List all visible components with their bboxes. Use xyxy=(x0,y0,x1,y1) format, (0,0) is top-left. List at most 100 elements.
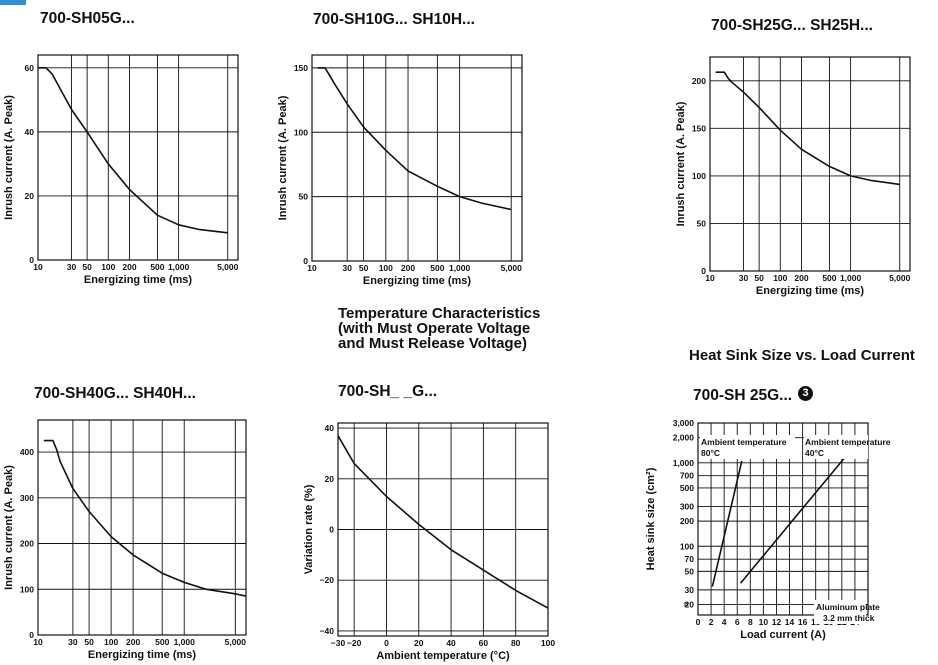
annotation-bg xyxy=(804,435,868,459)
x-tick-label: 1,000 xyxy=(840,273,862,283)
x-tick-label: 40 xyxy=(446,638,456,648)
y-tick-label: 70 xyxy=(685,554,695,564)
y-tick-label: 400 xyxy=(20,447,34,457)
x-axis-label: Energizing time (ms) xyxy=(363,275,472,287)
y-tick-label: 0 xyxy=(701,266,706,276)
plot-frame xyxy=(311,54,523,262)
chart6-title-text: 700-SH 25G... xyxy=(693,387,793,404)
y-tick-label: 500 xyxy=(680,483,694,493)
x-tick-label: 100 xyxy=(541,638,555,648)
chart3-title: 700-SH25G... SH25H... xyxy=(711,17,873,34)
x-tick-label: 10 xyxy=(705,273,715,283)
series-line xyxy=(317,67,512,211)
x-tick-label: 50 xyxy=(84,637,94,647)
x-axis-label: Energizing time (ms) xyxy=(84,274,193,286)
plot-frame xyxy=(37,54,239,261)
y-tick-label: 3,000 xyxy=(673,418,695,428)
y-axis-label: Variation rate (%) xyxy=(303,484,315,574)
chart1-title: 700-SH05G... xyxy=(40,10,135,27)
y-tick-label: 20 xyxy=(685,600,695,610)
x-tick-label: −20 xyxy=(347,638,362,648)
accent-bar xyxy=(0,0,26,5)
inrush-chart-sh10: 10 30 50 100 200 500 1,000 5,000 0 50 100 150 Energi… xyxy=(277,54,523,287)
y-axis-label: Inrush current (A. Peak) xyxy=(3,95,15,220)
y-tick-label: 700 xyxy=(680,471,694,481)
y-tick-label: 0 xyxy=(29,255,34,265)
x-tick-label: 30 xyxy=(739,273,749,283)
y-tick-label: 200 xyxy=(20,539,34,549)
x-axis-label: Energizing time (ms) xyxy=(756,285,865,297)
y-tick-label: 150 xyxy=(294,63,308,73)
series-line xyxy=(715,71,900,186)
annotation-80c-value: 80°C xyxy=(701,448,720,458)
x-tick-label: 500 xyxy=(430,263,444,273)
plot-frame xyxy=(709,56,911,272)
x-tick-label: 50 xyxy=(82,262,92,272)
x-tick-label: 200 xyxy=(126,637,140,647)
x-tick-label: 100 xyxy=(379,263,393,273)
x-tick-label: 1,000 xyxy=(449,263,471,273)
annotation-bg xyxy=(814,600,866,624)
inrush-chart-sh40: 10 30 50 100 200 500 1,000 5,000 0 100 200 300 400 En… xyxy=(3,419,247,661)
x-tick-label: 20 xyxy=(414,638,424,648)
plot-frame xyxy=(697,422,869,616)
x-tick-label: 30 xyxy=(342,263,352,273)
y-tick-label: 0 xyxy=(303,256,308,266)
annotation-plate: Aluminum plate xyxy=(816,602,880,612)
x-tick-label: 5,000 xyxy=(225,637,247,647)
y-tick-label: 30 xyxy=(685,585,695,595)
x-tick-label: 500 xyxy=(155,637,169,647)
x-tick-label: 16 xyxy=(798,617,808,627)
x-tick-label: 5,000 xyxy=(501,263,523,273)
x-axis-label: Energizing time (ms) xyxy=(88,649,197,661)
y-tick-label: 20 xyxy=(25,191,35,201)
x-tick-label: 100 xyxy=(104,637,118,647)
y-axis-label: Inrush current (A. Peak) xyxy=(277,95,289,220)
y-tick-label: −40 xyxy=(320,626,335,636)
x-tick-label: 14 xyxy=(785,617,795,627)
y-tick-label: 100 xyxy=(692,171,706,181)
x-tick-label: 4 xyxy=(722,617,727,627)
x-tick-label: 10 xyxy=(33,637,43,647)
x-tick-label: 0 xyxy=(696,617,701,627)
x-tick-label: 500 xyxy=(150,262,164,272)
x-tick-label: 30 xyxy=(68,637,78,647)
x-tick-label: 200 xyxy=(794,273,808,283)
y-tick-label: 100 xyxy=(294,127,308,137)
y-tick-label: 40 xyxy=(25,127,35,137)
x-tick-label: 10 xyxy=(33,262,43,272)
annotation-80c: Ambient temperature xyxy=(701,437,787,447)
series-line xyxy=(711,460,743,587)
x-tick-label: 80 xyxy=(511,638,521,648)
series-line xyxy=(739,458,845,584)
x-tick-label: 50 xyxy=(359,263,369,273)
y-tick-label: 40 xyxy=(325,423,335,433)
section-title-temperature: Temperature Characteristics (with Must O… xyxy=(338,305,541,352)
chart5-title: 700-SH_ _G... xyxy=(338,383,438,400)
y-tick-label: 300 xyxy=(20,493,34,503)
y-tick-label: 100 xyxy=(680,541,694,551)
annotation-40c-value: 40°C xyxy=(805,448,824,458)
section-title-heat-sink: Heat Sink Size vs. Load Current xyxy=(689,347,915,364)
annotation-plate-thickness: 3.2 mm thick xyxy=(823,613,875,623)
y-tick-label: 50 xyxy=(697,218,707,228)
x-tick-label: 100 xyxy=(101,262,115,272)
x-tick-label: 500 xyxy=(822,273,836,283)
heat-sink-chart: 0246810121416182022242030507010020030050… xyxy=(645,418,891,641)
x-tick-label: 30 xyxy=(67,262,77,272)
x-tick-label: 5,000 xyxy=(889,273,911,283)
y-tick-label: 0 xyxy=(29,630,34,640)
x-axis-label: Ambient temperature (°C) xyxy=(376,650,510,662)
y-tick-label: 150 xyxy=(692,123,706,133)
y-axis-label: Inrush current (A. Peak) xyxy=(675,101,687,226)
y-tick-label: 100 xyxy=(20,584,34,594)
x-tick-label: 6 xyxy=(735,617,740,627)
annotation-40c: Ambient temperature xyxy=(805,437,891,447)
y-tick-label: 20 xyxy=(325,474,335,484)
x-tick-label: 8 xyxy=(748,617,753,627)
x-tick-label: 200 xyxy=(401,263,415,273)
annotation-bg xyxy=(700,435,795,459)
series-line xyxy=(43,439,247,597)
x-tick-label: 5,000 xyxy=(217,262,239,272)
